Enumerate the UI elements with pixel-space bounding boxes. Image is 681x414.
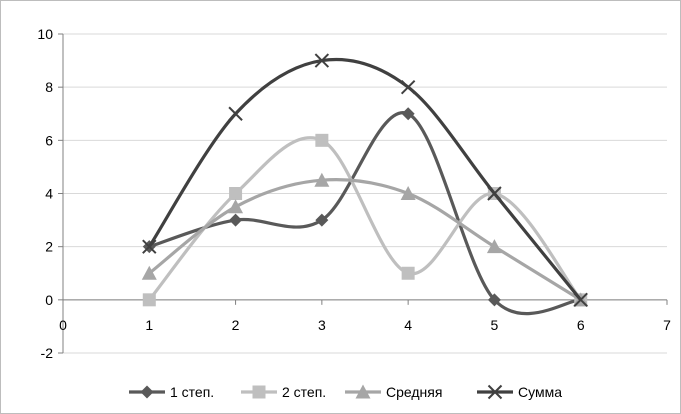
legend-marker-1 (252, 385, 266, 399)
series-1 (142, 133, 588, 307)
legend-marker-3 (487, 384, 503, 400)
series-2-point-4 (486, 239, 502, 254)
x-tick-label: 5 (491, 317, 499, 333)
series-0-point-3 (401, 107, 415, 121)
series-2-point-2 (314, 172, 330, 187)
x-tick-label: 7 (663, 317, 671, 333)
legend-entry-0: 1 степ. (129, 384, 214, 400)
x-marker-stroke (573, 292, 588, 308)
y-tick-label: 0 (45, 292, 53, 308)
x-marker-stroke (228, 106, 243, 121)
legend-label-1: 2 степ. (282, 384, 326, 400)
legend-marker-0 (140, 385, 154, 399)
legend-entry-2: Средняя (345, 384, 442, 400)
series-0-point-2 (315, 213, 329, 227)
legend-entry-3: Сумма (477, 384, 562, 400)
y-tick-label: 2 (45, 239, 53, 255)
y-tick-label: 4 (45, 186, 53, 202)
series-2-point-0 (141, 265, 157, 280)
legend-entry-1: 2 степ. (241, 384, 326, 400)
series-3 (142, 53, 588, 308)
series-3-point-0 (142, 239, 157, 254)
legend-marker-2 (355, 384, 371, 399)
legend-label-0: 1 степ. (170, 384, 214, 400)
y-tick-label: 6 (45, 132, 53, 148)
series-2-point-3 (400, 186, 416, 200)
series-line-3 (147, 57, 582, 301)
x-tick-label: 1 (145, 317, 153, 333)
series-2-point-1 (228, 199, 244, 214)
series-3-point-2 (314, 53, 330, 68)
series-2 (141, 172, 589, 307)
y-tick-label: 10 (37, 26, 53, 42)
x-tick-label: 4 (404, 317, 412, 333)
x-tick-label: 2 (232, 317, 240, 333)
legend-label-2: Средняя (386, 384, 442, 400)
series-3-point-1 (228, 106, 243, 121)
series-3-point-5 (573, 292, 588, 308)
x-tick-label: 0 (59, 317, 67, 333)
series-1-point-3 (401, 266, 415, 280)
series-layer (141, 53, 589, 316)
series-0-point-4 (487, 293, 501, 307)
x-marker-stroke (142, 239, 157, 254)
x-tick-label: 3 (318, 317, 326, 333)
x-marker-stroke (487, 186, 502, 201)
legend-label-3: Сумма (518, 384, 562, 400)
series-3-point-3 (400, 79, 416, 95)
x-tick-label: 6 (577, 317, 585, 333)
series-3-point-4 (487, 186, 502, 201)
series-1-point-1 (229, 187, 243, 200)
x-marker-stroke (400, 79, 416, 95)
series-line-2 (148, 178, 582, 302)
x-marker-stroke (487, 384, 503, 400)
series-0-point-1 (229, 213, 243, 227)
y-tick-label: 8 (45, 79, 53, 95)
y-tick-label: -2 (41, 345, 54, 361)
series-1-point-2 (315, 133, 329, 147)
x-marker-stroke (314, 53, 330, 68)
legend: 1 степ. 2 степ. Средняя Сумма (129, 384, 562, 400)
series-1-point-0 (142, 293, 156, 307)
